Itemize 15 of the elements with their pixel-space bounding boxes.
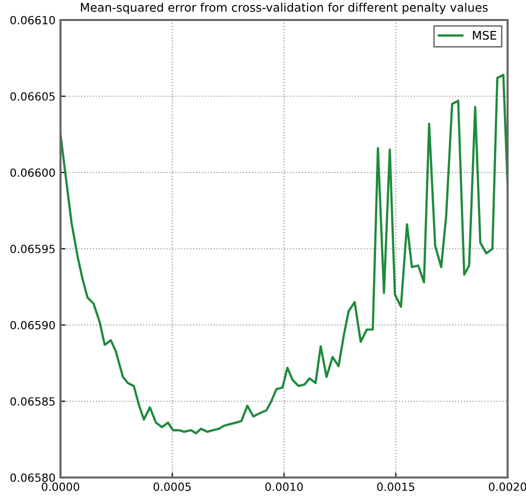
x-tick-label: 0.0015 [377, 482, 414, 491]
legend-label: MSE [472, 30, 496, 40]
x-tick-label: 0.0000 [42, 482, 80, 491]
y-tick-label: 0.06595 [10, 244, 55, 254]
y-tick-label: 0.06605 [10, 92, 55, 101]
x-tick-label: 0.0020 [488, 482, 526, 491]
chart-title: Mean-squared error from cross-validation for different penalty values [80, 2, 488, 14]
y-tick-label: 0.06590 [10, 320, 55, 330]
x-tick-label: 0.0005 [154, 482, 191, 491]
y-tick-label: 0.06580 [10, 473, 55, 482]
line-series [60, 74, 508, 434]
x-tick-label: 0.0010 [265, 482, 303, 491]
y-tick-label: 0.06600 [10, 168, 55, 177]
y-tick-label: 0.06585 [10, 397, 55, 406]
y-tick-label: 0.06610 [10, 16, 55, 24]
